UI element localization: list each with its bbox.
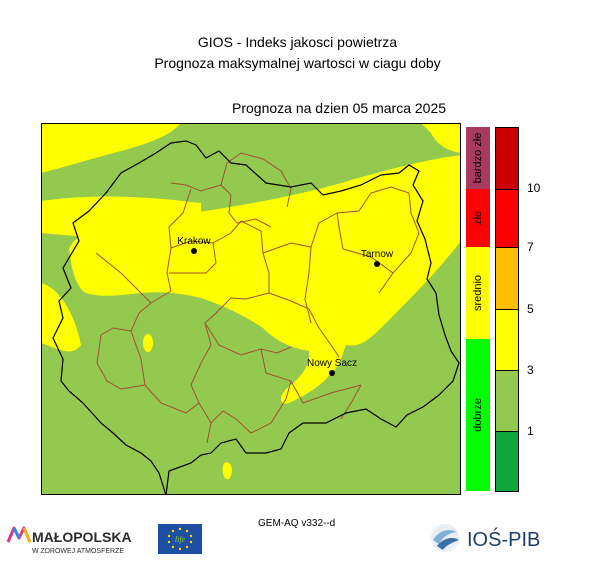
malopolska-tagline: W ZDROWEJ ATMOSFERZE (32, 548, 124, 555)
city-label: Nowy Sacz (307, 358, 357, 369)
category-bad: złe (466, 189, 490, 247)
category-label: bardzo złe (472, 132, 484, 184)
category-very-bad: bardzo złe (466, 127, 490, 189)
ios-pib-logo: IOŚ-PIB (431, 524, 540, 552)
map-title: GIOS - Indeks jakosci powietrza (197, 34, 398, 50)
category-label: złe (472, 210, 484, 226)
scale-segment-7-10 (495, 189, 519, 247)
scale-tick: 10 (527, 181, 541, 195)
category-label: dobrze (472, 398, 484, 432)
scale-tick: 1 (527, 424, 534, 438)
map-subtitle: Prognoza maksymalnej wartosci w ciagu do… (154, 55, 441, 71)
model-label: GEM-AQ v332--d (258, 518, 336, 529)
scale-segment-1-3 (495, 370, 519, 431)
category-label: srednio (472, 274, 484, 312)
district-borders (95, 152, 420, 444)
malopolska-name: MAŁOPOLSKA (32, 529, 132, 545)
moderate-zone-left-edge (41, 283, 81, 352)
scale-segment-0-1 (495, 431, 519, 492)
scale-tick: 5 (527, 302, 534, 316)
city-label: Tarnow (361, 249, 394, 260)
city-marker (191, 248, 197, 254)
moderate-zone-top-right (421, 123, 461, 153)
city-nowy-sacz: Nowy Sacz (307, 358, 357, 376)
eu-life-logo: life (158, 524, 202, 554)
life-mark: life (175, 535, 186, 544)
forecast-date: Prognoza na dzien 05 marca 2025 (232, 100, 447, 116)
city-marker (374, 261, 380, 267)
scale-tick: 3 (527, 363, 534, 377)
city-krakow: Krakow (177, 236, 211, 254)
scale-segment-10plus (495, 127, 519, 189)
category-moderate: srednio (466, 247, 490, 339)
malopolska-logo: MAŁOPOLSKA W ZDROWEJ ATMOSFERZE (6, 526, 132, 555)
city-tarnow: Tarnow (361, 249, 394, 267)
scale-tick: 7 (527, 240, 534, 254)
category-good: dobrze (466, 339, 490, 491)
scale-segment-5-7 (495, 247, 519, 309)
moderate-zone-south (222, 462, 232, 480)
moderate-zone-main-band (69, 155, 461, 404)
forecast-map: Krakow Tarnow Nowy Sacz (41, 123, 461, 495)
scale-segment-3-5 (495, 309, 519, 370)
moderate-zone-top-left (41, 123, 181, 173)
ios-name: IOŚ-PIB (467, 527, 540, 551)
city-marker (329, 370, 335, 376)
city-label: Krakow (177, 236, 211, 247)
map-frame (41, 123, 461, 495)
moderate-zone-spot (143, 334, 153, 352)
voivodeship-border (52, 140, 460, 495)
